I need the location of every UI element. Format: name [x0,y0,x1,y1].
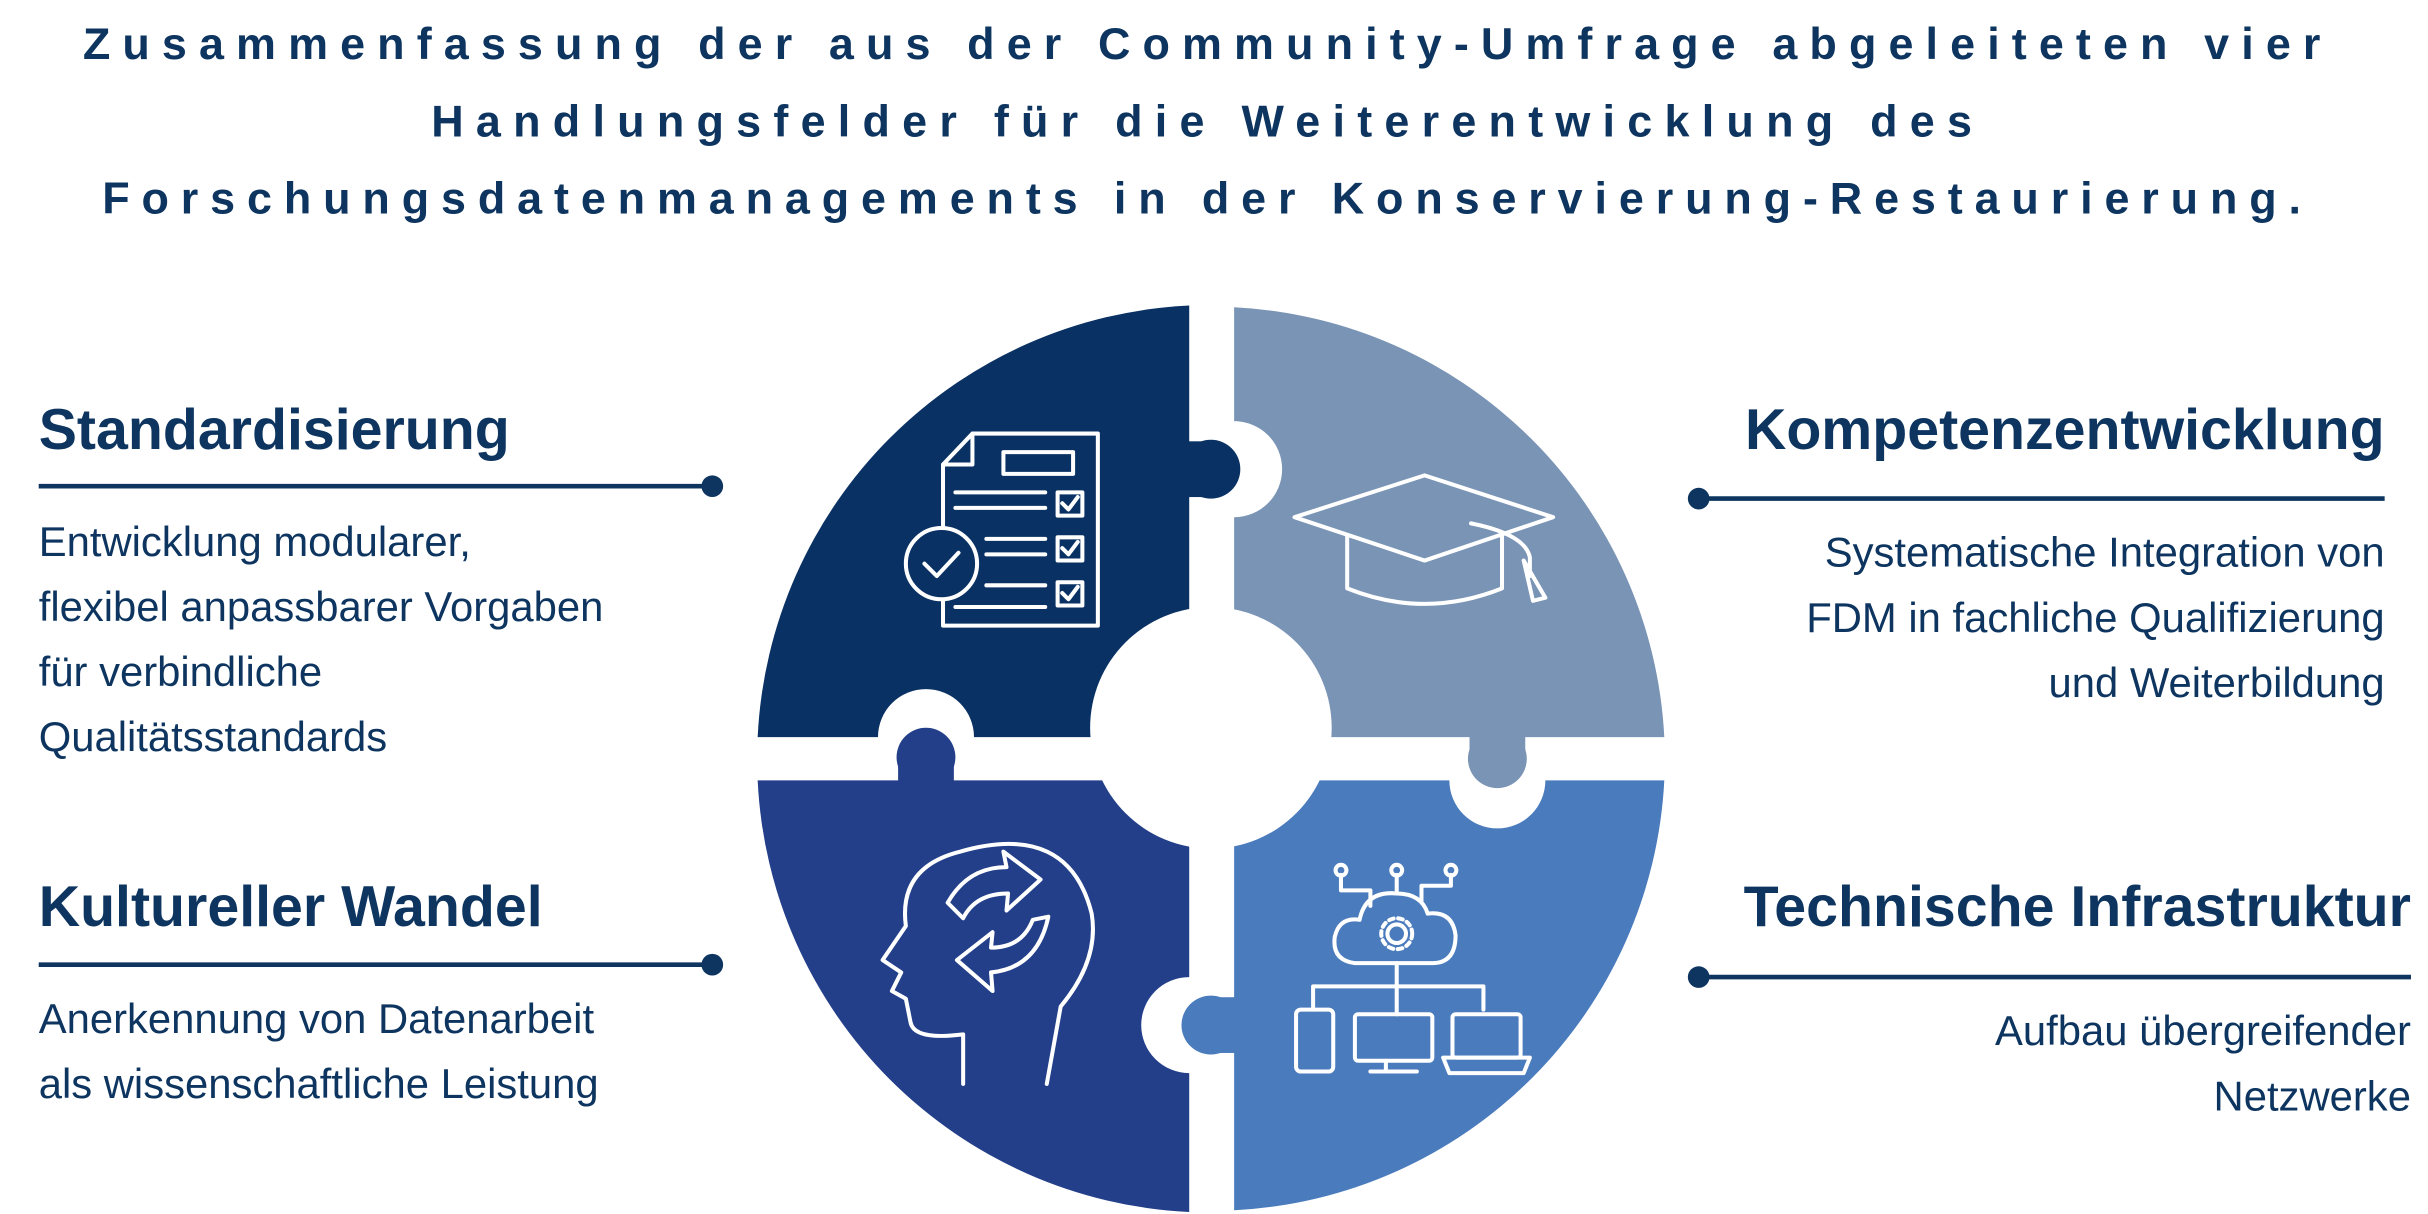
field-heading: Technische Infrastruktur [1744,875,2411,939]
divider-dot [701,953,724,976]
title-line: Zusammenfassung der aus der Community-Um… [83,18,2321,69]
tab [896,727,956,787]
quadrant-standardisierung [757,305,1190,738]
field-description: Netzwerke [2214,1072,2411,1119]
quadrant-kompetenz [1234,307,1665,738]
field-description: Anerkennung von Datenarbeit [39,995,595,1042]
field-heading: Standardisierung [39,398,510,462]
icon-head [880,842,1095,1086]
tab [1467,729,1527,789]
center-hole [1090,607,1332,849]
tab [1181,439,1241,499]
field-description: flexibel anpassbarer Vorgaben [39,583,604,630]
field-description: für verbindliche [39,648,322,695]
icon-graduation [1292,473,1556,606]
field-heading: Kultureller Wandel [39,875,543,939]
quadrant-kultur [757,780,1190,1212]
title-line: Handlungsfelder für die Weiterentwicklun… [431,95,1972,146]
icon-cloud [1294,862,1532,1076]
title-line: Forschungsdatenmanagements in der Konser… [102,173,2301,224]
field-description: FDM in fachliche Qualifizierung [1806,594,2384,641]
divider-dot [1687,487,1710,510]
quadrant-infrastruktur [1234,780,1665,1211]
divider-dot [1687,966,1710,988]
puzzle [757,305,1665,1212]
field-description: Aufbau übergreifender [1995,1007,2411,1054]
tab [1181,995,1241,1055]
field-description: Systematische Integration von [1825,529,2385,576]
divider-dot [701,475,724,498]
field-description: Qualitätsstandards [39,713,388,760]
icon-checklist [903,431,1100,628]
field-description: Entwicklung modularer, [39,518,471,565]
field-heading: Kompetenzentwicklung [1745,398,2385,462]
field-description: als wissenschaftliche Leistung [39,1060,599,1107]
field-description: und Weiterbildung [2048,659,2384,706]
